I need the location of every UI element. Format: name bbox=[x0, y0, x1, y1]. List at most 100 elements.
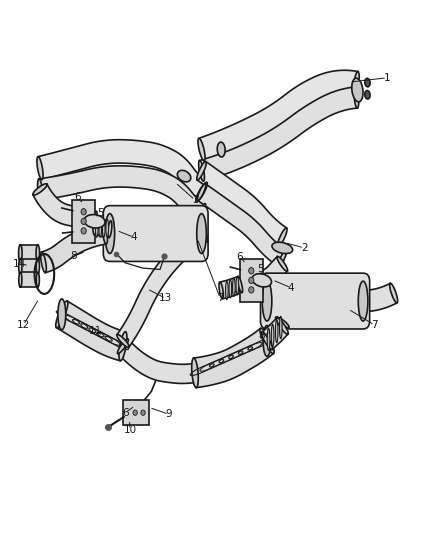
Ellipse shape bbox=[58, 299, 66, 330]
Ellipse shape bbox=[197, 161, 206, 180]
Polygon shape bbox=[194, 328, 274, 387]
Ellipse shape bbox=[276, 317, 289, 328]
Ellipse shape bbox=[365, 78, 370, 87]
Circle shape bbox=[133, 410, 138, 415]
Circle shape bbox=[249, 268, 254, 274]
FancyBboxPatch shape bbox=[261, 273, 370, 329]
Ellipse shape bbox=[102, 219, 105, 237]
Ellipse shape bbox=[354, 71, 359, 95]
Text: 1: 1 bbox=[384, 73, 390, 83]
Polygon shape bbox=[20, 272, 38, 287]
Ellipse shape bbox=[117, 335, 129, 348]
FancyBboxPatch shape bbox=[103, 206, 208, 262]
Ellipse shape bbox=[267, 328, 270, 351]
Ellipse shape bbox=[352, 78, 363, 102]
Ellipse shape bbox=[219, 282, 223, 299]
Text: 11: 11 bbox=[89, 326, 102, 336]
Text: 6: 6 bbox=[237, 252, 243, 262]
Ellipse shape bbox=[198, 160, 205, 181]
Ellipse shape bbox=[260, 271, 265, 289]
Ellipse shape bbox=[56, 301, 68, 328]
Circle shape bbox=[81, 228, 86, 234]
Ellipse shape bbox=[33, 184, 47, 195]
Ellipse shape bbox=[108, 221, 112, 238]
FancyBboxPatch shape bbox=[72, 200, 95, 243]
Ellipse shape bbox=[272, 242, 293, 254]
Ellipse shape bbox=[177, 171, 191, 182]
Ellipse shape bbox=[36, 259, 39, 274]
Circle shape bbox=[141, 410, 145, 415]
Text: 3: 3 bbox=[192, 195, 198, 205]
Text: 10: 10 bbox=[124, 425, 137, 435]
Ellipse shape bbox=[278, 250, 286, 267]
Text: 5: 5 bbox=[257, 264, 264, 274]
Ellipse shape bbox=[271, 324, 274, 346]
Polygon shape bbox=[42, 223, 106, 272]
Text: 13: 13 bbox=[159, 293, 173, 303]
Circle shape bbox=[81, 208, 86, 215]
Polygon shape bbox=[117, 225, 208, 347]
Ellipse shape bbox=[197, 184, 206, 200]
Ellipse shape bbox=[358, 281, 368, 321]
Ellipse shape bbox=[278, 228, 287, 247]
Text: 8: 8 bbox=[258, 330, 265, 341]
Ellipse shape bbox=[19, 259, 22, 274]
Ellipse shape bbox=[260, 328, 274, 353]
Ellipse shape bbox=[106, 219, 109, 237]
Polygon shape bbox=[57, 301, 126, 361]
Text: 12: 12 bbox=[17, 320, 30, 330]
Ellipse shape bbox=[117, 339, 128, 353]
Ellipse shape bbox=[276, 320, 278, 343]
Text: 4: 4 bbox=[131, 232, 137, 243]
Text: 5: 5 bbox=[97, 208, 103, 219]
FancyBboxPatch shape bbox=[240, 259, 263, 302]
Text: 14: 14 bbox=[12, 259, 26, 269]
Polygon shape bbox=[264, 289, 299, 327]
Ellipse shape bbox=[252, 274, 272, 287]
Ellipse shape bbox=[226, 281, 228, 300]
Text: 6: 6 bbox=[122, 408, 128, 418]
Ellipse shape bbox=[262, 281, 272, 321]
Ellipse shape bbox=[263, 326, 271, 357]
Ellipse shape bbox=[197, 214, 206, 254]
Ellipse shape bbox=[36, 245, 39, 262]
Polygon shape bbox=[363, 284, 397, 312]
Ellipse shape bbox=[237, 277, 243, 293]
Ellipse shape bbox=[236, 277, 239, 295]
Ellipse shape bbox=[261, 332, 272, 350]
Text: 7: 7 bbox=[217, 293, 224, 303]
Ellipse shape bbox=[217, 142, 225, 157]
Text: 7: 7 bbox=[371, 320, 378, 330]
Ellipse shape bbox=[102, 223, 107, 244]
Ellipse shape bbox=[365, 91, 370, 99]
Ellipse shape bbox=[277, 256, 288, 271]
Ellipse shape bbox=[18, 245, 22, 262]
Ellipse shape bbox=[229, 280, 232, 298]
Ellipse shape bbox=[38, 179, 42, 200]
Ellipse shape bbox=[36, 272, 39, 287]
Text: 8: 8 bbox=[71, 251, 78, 261]
Text: 9: 9 bbox=[166, 409, 172, 419]
Ellipse shape bbox=[198, 138, 205, 161]
Ellipse shape bbox=[196, 182, 207, 202]
Text: 2: 2 bbox=[301, 243, 307, 253]
Ellipse shape bbox=[84, 215, 105, 228]
Polygon shape bbox=[38, 140, 207, 201]
Ellipse shape bbox=[41, 252, 46, 273]
Ellipse shape bbox=[92, 212, 97, 231]
Ellipse shape bbox=[279, 317, 282, 338]
Circle shape bbox=[81, 218, 86, 224]
Polygon shape bbox=[220, 277, 242, 299]
FancyBboxPatch shape bbox=[123, 400, 149, 425]
Polygon shape bbox=[262, 318, 288, 350]
Ellipse shape bbox=[37, 157, 43, 180]
Ellipse shape bbox=[105, 214, 115, 254]
Polygon shape bbox=[197, 161, 286, 246]
Ellipse shape bbox=[95, 219, 98, 237]
Ellipse shape bbox=[93, 218, 96, 235]
Polygon shape bbox=[95, 218, 111, 238]
Polygon shape bbox=[200, 87, 357, 181]
Ellipse shape bbox=[262, 292, 267, 311]
Polygon shape bbox=[20, 259, 38, 274]
Ellipse shape bbox=[193, 364, 197, 382]
